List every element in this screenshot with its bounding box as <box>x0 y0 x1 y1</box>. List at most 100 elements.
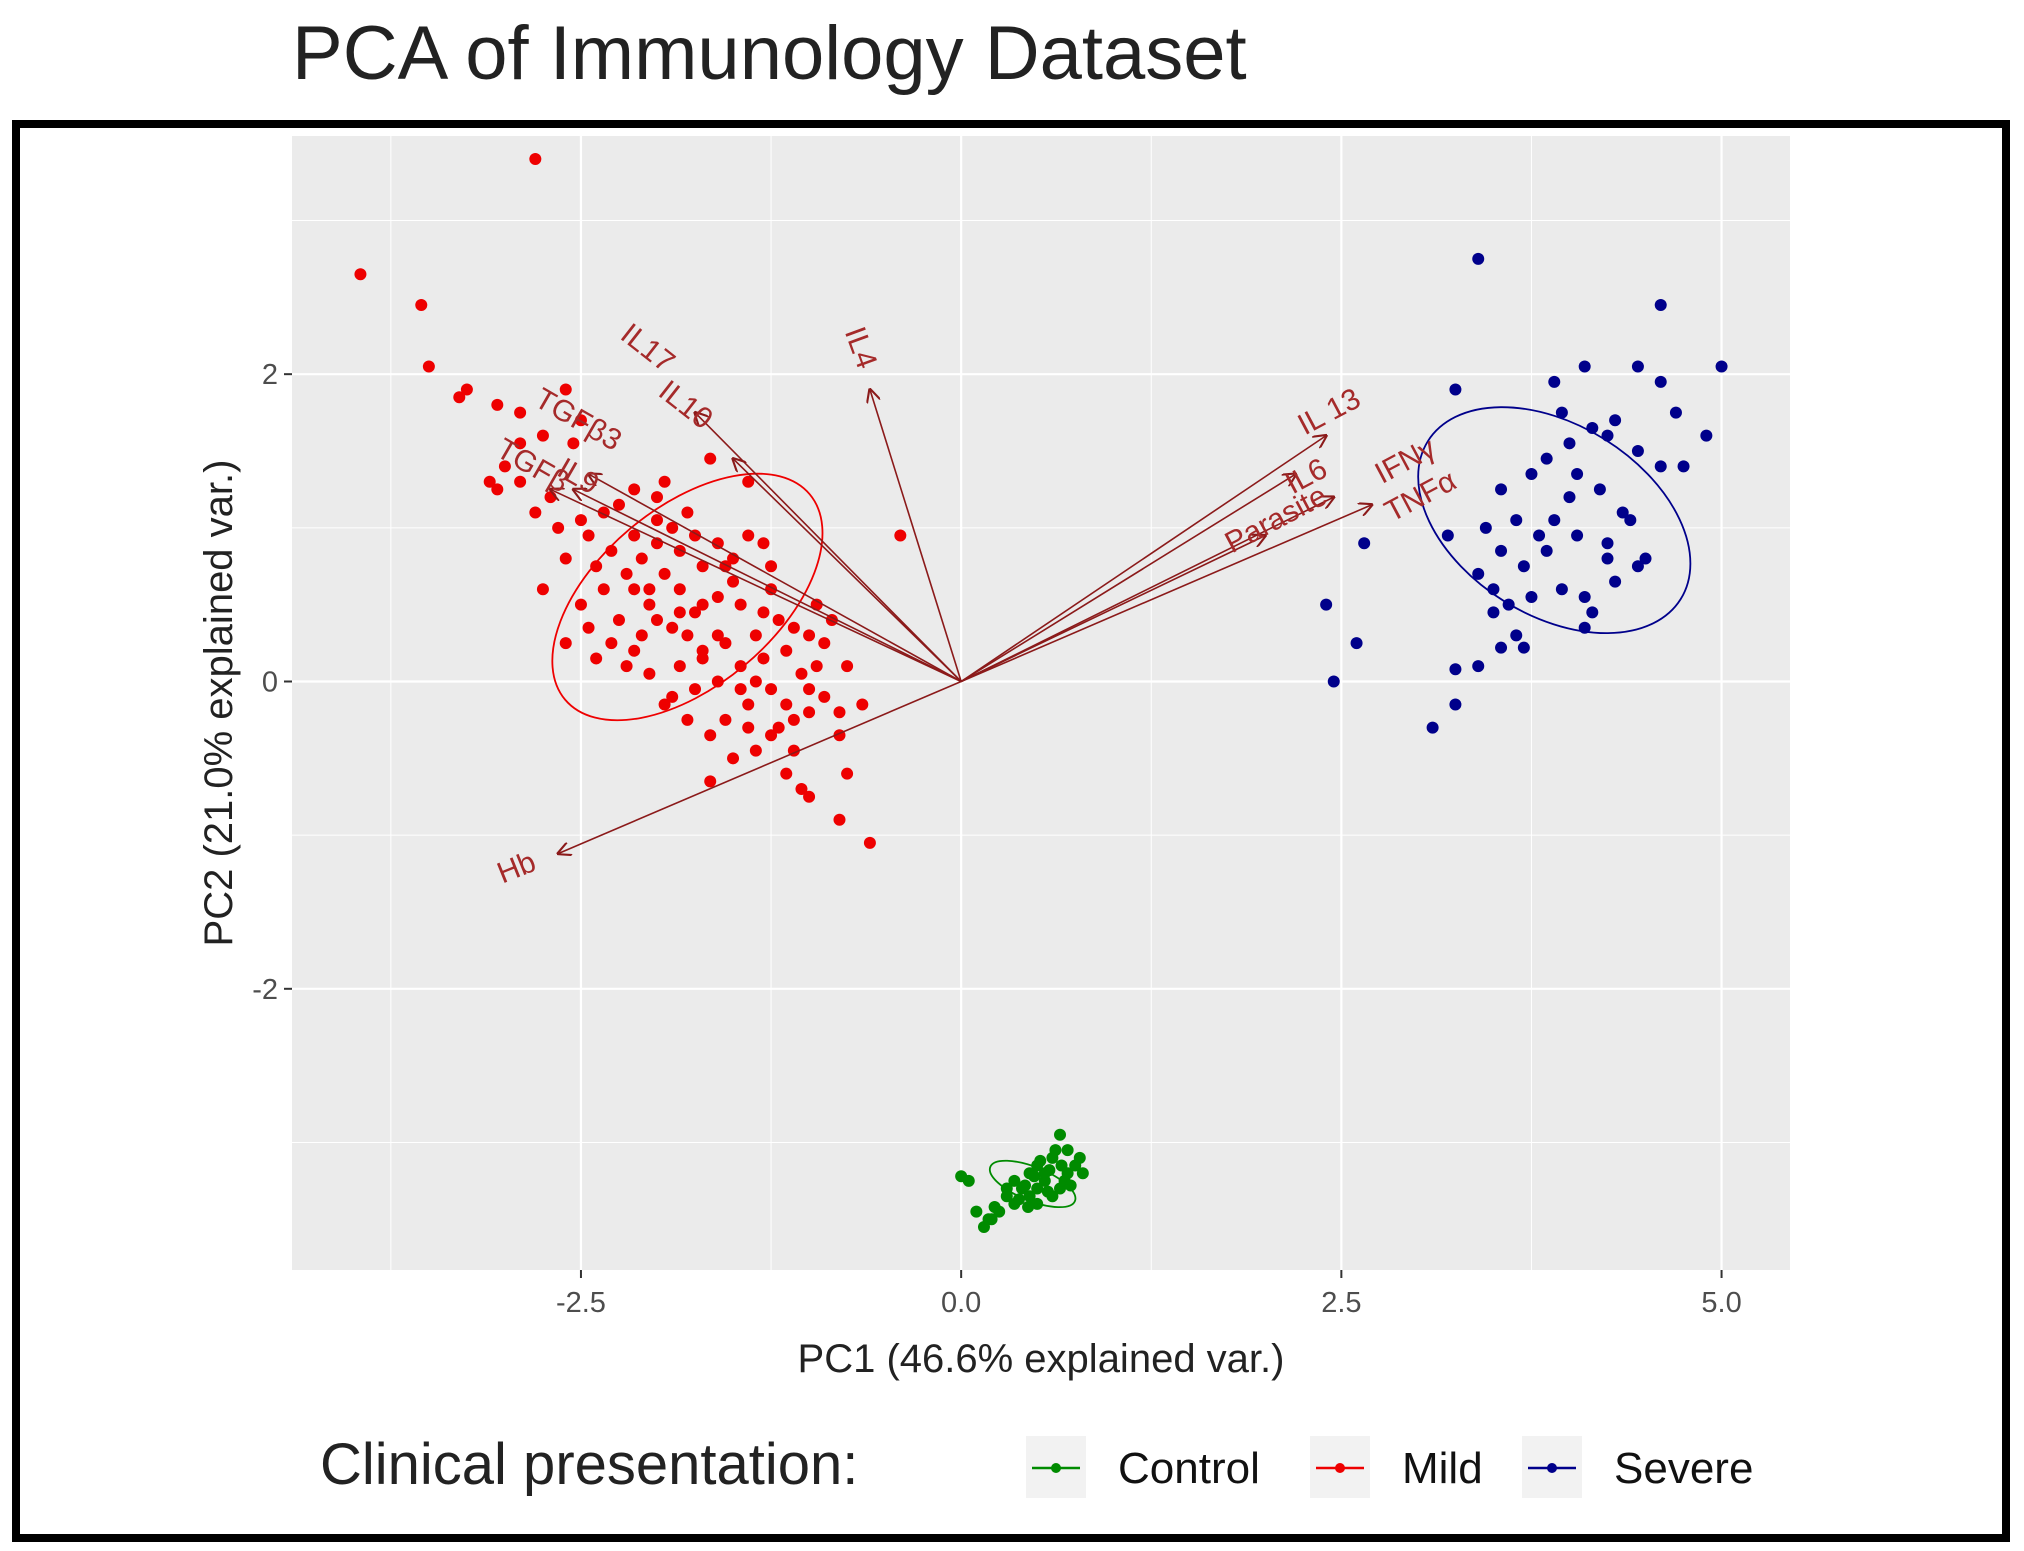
data-point-mild <box>841 767 854 780</box>
data-point-severe <box>1715 360 1728 373</box>
data-point-mild <box>498 460 511 473</box>
data-point-severe <box>1540 544 1553 557</box>
data-point-mild <box>658 698 671 711</box>
series-severe <box>1320 252 1728 734</box>
series-control <box>955 1128 1089 1233</box>
data-point-severe <box>1495 544 1508 557</box>
series-mild <box>354 153 907 849</box>
data-point-control <box>1031 1182 1044 1195</box>
data-point-control <box>1055 1159 1068 1172</box>
data-point-mild <box>582 529 595 542</box>
loading-arrow <box>551 489 962 683</box>
data-point-severe <box>1472 660 1485 673</box>
data-point-control <box>1076 1167 1089 1180</box>
data-point-severe <box>1449 698 1462 711</box>
data-point-mild <box>734 598 747 611</box>
data-point-mild <box>453 391 466 404</box>
data-point-severe <box>1669 406 1682 419</box>
data-point-severe <box>1548 514 1561 527</box>
data-point-mild <box>803 790 816 803</box>
data-point-severe <box>1548 375 1561 388</box>
data-point-mild <box>612 498 625 511</box>
data-point-mild <box>696 560 709 573</box>
data-point-severe <box>1358 537 1371 550</box>
data-point-severe <box>1555 406 1568 419</box>
data-point-control <box>1061 1144 1074 1157</box>
data-point-severe <box>1525 590 1538 603</box>
data-point-severe <box>1654 299 1667 312</box>
loading-arrow <box>558 680 962 853</box>
data-point-severe <box>1449 663 1462 676</box>
chart-title: PCA of Immunology Dataset <box>292 11 1247 96</box>
data-point-mild <box>574 598 587 611</box>
data-point-mild <box>795 783 808 796</box>
data-point-severe <box>1510 629 1523 642</box>
data-point-mild <box>635 552 648 565</box>
data-point-mild <box>415 299 428 312</box>
loading-arrow <box>960 436 1326 683</box>
data-point-severe <box>1327 675 1340 688</box>
data-point-mild <box>552 521 565 534</box>
legend-label-control: Control <box>1118 1444 1260 1493</box>
data-point-severe <box>1563 491 1576 504</box>
data-point-control <box>1022 1201 1035 1213</box>
data-point-mild <box>567 437 580 450</box>
legend-key-point <box>1335 1463 1345 1473</box>
data-point-mild <box>833 706 846 719</box>
data-point-severe <box>1525 468 1538 481</box>
loading-arrow <box>870 390 962 682</box>
data-point-mild <box>810 660 823 673</box>
data-point-mild <box>620 660 633 673</box>
data-point-mild <box>574 414 587 427</box>
data-point-severe <box>1571 468 1584 481</box>
data-point-mild <box>803 683 816 696</box>
data-point-mild <box>757 606 770 619</box>
data-point-severe <box>1517 641 1530 654</box>
data-point-severe <box>1631 360 1644 373</box>
data-point-severe <box>1578 590 1591 603</box>
data-point-mild <box>681 713 694 726</box>
data-point-control <box>1073 1151 1086 1164</box>
data-point-mild <box>818 690 831 703</box>
data-point-mild <box>559 552 572 565</box>
data-point-mild <box>483 475 496 488</box>
data-point-severe <box>1555 583 1568 596</box>
data-point-severe <box>1533 529 1546 542</box>
loading-arrow <box>960 474 1296 683</box>
data-point-mild <box>803 629 816 642</box>
data-point-mild <box>582 621 595 634</box>
data-point-control <box>1034 1154 1047 1167</box>
data-point-control <box>970 1205 983 1218</box>
data-point-mild <box>757 537 770 550</box>
data-point-mild <box>559 383 572 396</box>
loading-arrow <box>589 474 962 683</box>
data-point-mild <box>590 652 603 665</box>
data-point-severe <box>1540 452 1553 465</box>
y-axis-title: PC2 (21.0% explained var.) <box>197 460 241 947</box>
data-point-mild <box>650 614 663 627</box>
data-point-mild <box>605 637 618 650</box>
data-point-mild <box>856 698 869 711</box>
data-point-severe <box>1441 529 1454 542</box>
data-point-mild <box>643 667 656 680</box>
data-point-mild <box>749 744 762 757</box>
data-point-mild <box>673 583 686 596</box>
data-point-mild <box>711 590 724 603</box>
data-point-control <box>1054 1128 1067 1141</box>
data-point-severe <box>1350 637 1363 650</box>
data-point-mild <box>422 360 435 373</box>
x-tick-label: 5.0 <box>1701 1287 1741 1319</box>
data-point-mild <box>597 583 610 596</box>
data-point-mild <box>787 713 800 726</box>
data-point-mild <box>765 683 778 696</box>
data-point-mild <box>460 383 473 396</box>
data-point-mild <box>514 475 527 488</box>
loading-arrow <box>733 459 962 683</box>
data-point-mild <box>612 614 625 627</box>
data-point-severe <box>1654 375 1667 388</box>
data-point-control <box>1041 1185 1054 1198</box>
figure-frame <box>12 120 2010 1542</box>
data-point-control <box>1049 1144 1062 1157</box>
loading-arrow <box>960 536 1265 683</box>
x-tick-label: 0.0 <box>941 1287 981 1319</box>
